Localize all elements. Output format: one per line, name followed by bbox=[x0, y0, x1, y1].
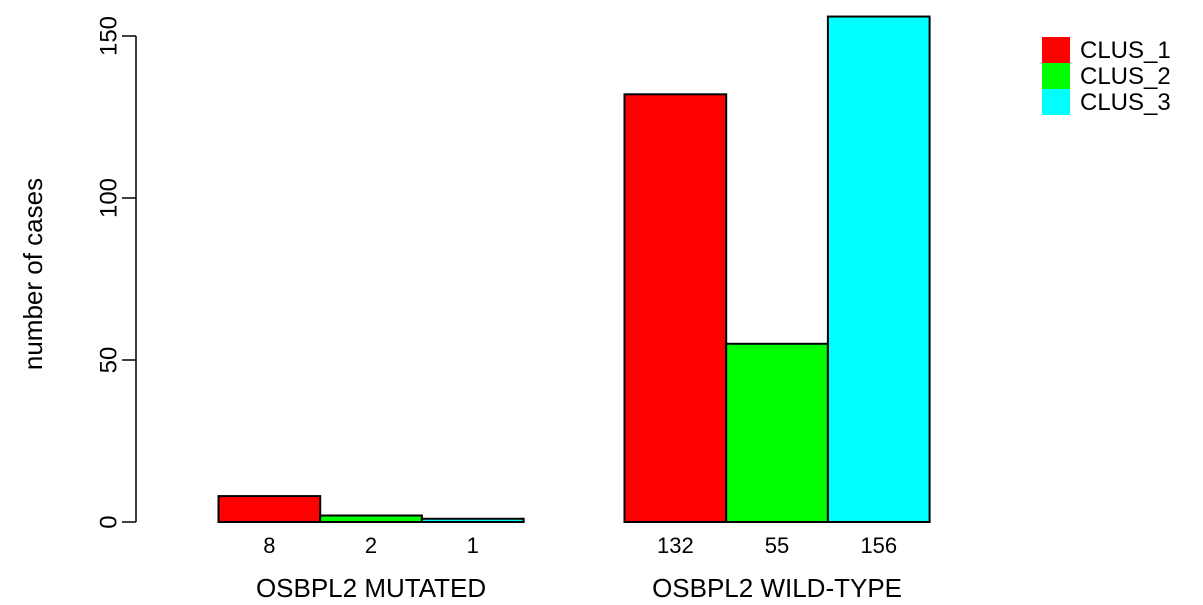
y-tick-label: 100 bbox=[95, 178, 122, 218]
y-axis-label: number of cases bbox=[18, 178, 48, 370]
bar bbox=[725, 342, 829, 523]
y-axis: 0 50 100 150 bbox=[95, 16, 137, 529]
legend-swatch bbox=[1042, 37, 1070, 63]
group-label: OSBPL2 WILD-TYPE bbox=[652, 573, 902, 603]
legend-swatch bbox=[1042, 63, 1070, 89]
bar-value-label: 2 bbox=[365, 533, 377, 558]
y-tick-label: 0 bbox=[95, 515, 122, 528]
bar bbox=[623, 93, 728, 523]
group-labels: OSBPL2 MUTATED OSBPL2 WILD-TYPE bbox=[256, 573, 902, 603]
bar-value-label: 55 bbox=[765, 533, 789, 558]
bars bbox=[217, 15, 931, 524]
y-tick-label: 150 bbox=[95, 16, 122, 56]
bar-value-label: 132 bbox=[657, 533, 694, 558]
legend-label: CLUS_2 bbox=[1080, 63, 1171, 90]
bar bbox=[217, 495, 322, 523]
legend-label: CLUS_3 bbox=[1080, 89, 1171, 116]
bar bbox=[826, 15, 931, 524]
bar-value-label: 8 bbox=[263, 533, 275, 558]
group-label: OSBPL2 MUTATED bbox=[256, 573, 486, 603]
y-tick-label: 50 bbox=[95, 347, 122, 374]
bar-value-label: 156 bbox=[860, 533, 897, 558]
legend-swatch bbox=[1042, 89, 1070, 115]
legend-label: CLUS_1 bbox=[1080, 37, 1171, 64]
bar bbox=[319, 514, 423, 524]
bar-value-labels: 8 2 1 132 55 156 bbox=[263, 533, 897, 558]
bar bbox=[420, 517, 525, 524]
bar-value-label: 1 bbox=[467, 533, 479, 558]
